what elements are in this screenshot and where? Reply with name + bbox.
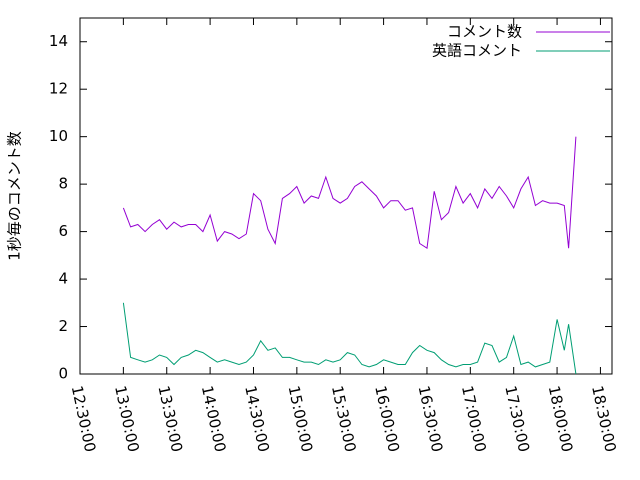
x-tick-label: 18:00:00 — [545, 384, 577, 454]
y-tick-label: 4 — [58, 270, 68, 288]
x-tick-label: 16:00:00 — [371, 384, 403, 454]
plot-frame — [79, 17, 613, 375]
x-tick-label: 13:30:00 — [154, 384, 186, 454]
x-tick-label: 16:30:00 — [415, 384, 447, 454]
legend-label: 英語コメント — [432, 42, 522, 60]
series-line — [122, 302, 577, 375]
y-tick-label: 2 — [58, 317, 68, 335]
y-tick-label: 0 — [58, 365, 68, 383]
y-tick-label: 12 — [49, 80, 68, 98]
x-tick-label: 14:30:00 — [241, 384, 273, 454]
y-tick-label: 14 — [49, 32, 68, 50]
legend-label: コメント数 — [447, 23, 522, 41]
y-tick-label: 8 — [58, 175, 68, 193]
series-line — [122, 136, 577, 250]
x-tick-label: 17:30:00 — [501, 384, 533, 454]
x-tick-label: 18:30:00 — [588, 384, 620, 454]
x-tick-label: 13:00:00 — [111, 384, 143, 454]
x-tick-label: 17:00:00 — [458, 384, 490, 454]
y-tick-label: 6 — [58, 222, 68, 240]
x-tick-label: 14:00:00 — [198, 384, 230, 454]
x-tick-label: 15:00:00 — [285, 384, 317, 454]
x-tick-label: 12:30:00 — [68, 384, 100, 454]
y-tick-label: 10 — [49, 127, 68, 145]
x-tick-label: 15:30:00 — [328, 384, 360, 454]
y-axis-label: 1秒毎のコメント数 — [6, 131, 24, 261]
